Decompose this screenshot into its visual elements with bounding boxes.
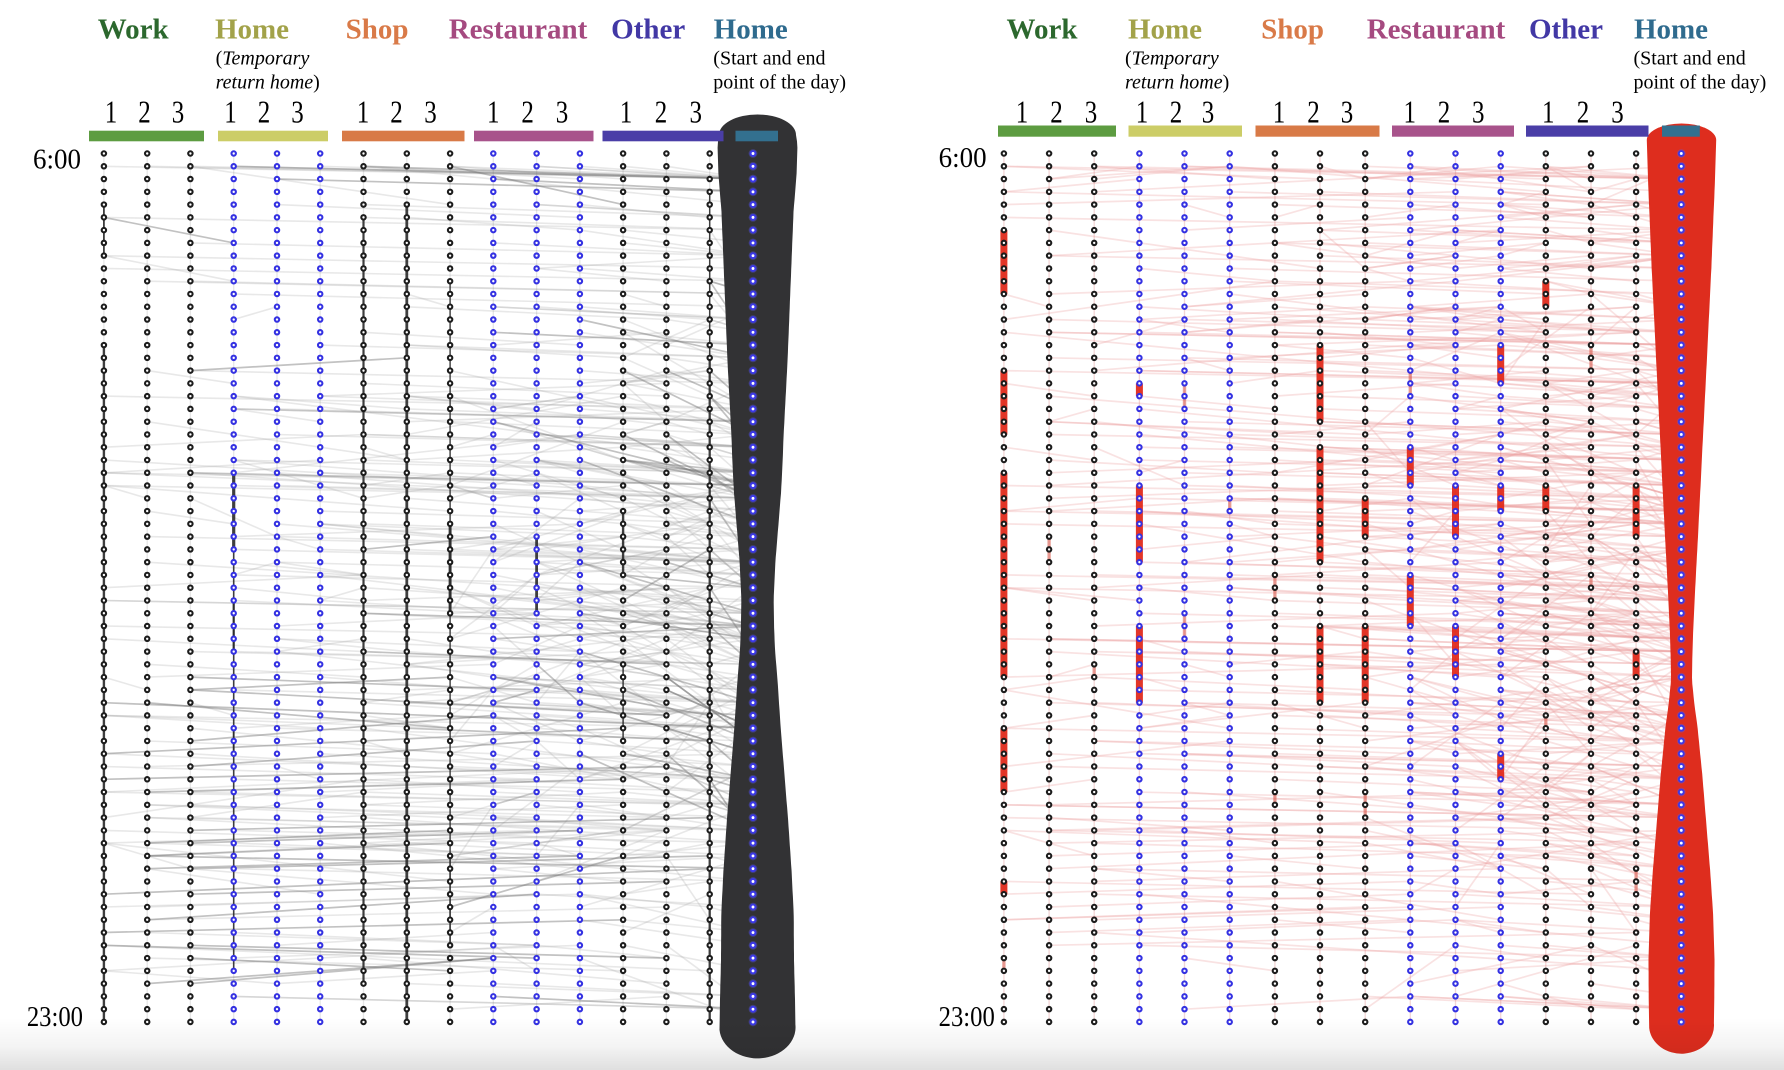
svg-text:3: 3 — [556, 95, 568, 131]
svg-text:2: 2 — [521, 95, 533, 131]
svg-text:return home): return home) — [1125, 72, 1229, 94]
svg-text:2: 2 — [258, 95, 270, 131]
svg-text:2: 2 — [1577, 95, 1589, 131]
svg-text:Work: Work — [1007, 14, 1079, 46]
svg-text:2: 2 — [655, 95, 667, 131]
svg-text:3: 3 — [1202, 95, 1214, 131]
svg-text:2: 2 — [138, 95, 150, 131]
svg-text:1: 1 — [105, 95, 117, 131]
svg-text:3: 3 — [689, 95, 701, 131]
svg-text:Home: Home — [1634, 14, 1708, 46]
svg-text:3: 3 — [1341, 95, 1353, 131]
svg-text:1: 1 — [620, 95, 632, 131]
svg-text:2: 2 — [1170, 95, 1182, 131]
svg-text:Other: Other — [611, 14, 685, 46]
svg-text:Shop: Shop — [346, 14, 409, 46]
svg-text:1: 1 — [1136, 95, 1148, 131]
svg-text:Home: Home — [1128, 14, 1202, 46]
svg-text:3: 3 — [1085, 95, 1097, 131]
svg-text:3: 3 — [1611, 95, 1623, 131]
svg-text:Shop: Shop — [1261, 14, 1324, 46]
svg-text:1: 1 — [487, 95, 499, 131]
svg-text:Home: Home — [215, 14, 289, 46]
svg-text:1: 1 — [1542, 95, 1554, 131]
svg-text:2: 2 — [1438, 95, 1450, 131]
svg-text:3: 3 — [424, 95, 436, 131]
svg-text:2: 2 — [390, 95, 402, 131]
svg-text:Restaurant: Restaurant — [1367, 14, 1506, 46]
svg-text:(Start and end: (Start and end — [713, 48, 825, 70]
svg-text:1: 1 — [1403, 95, 1415, 131]
svg-text:(Temporary: (Temporary — [1125, 48, 1219, 70]
svg-text:1: 1 — [224, 95, 236, 131]
svg-text:return home): return home) — [216, 72, 320, 94]
svg-text:6:00: 6:00 — [939, 142, 987, 174]
svg-text:(Temporary: (Temporary — [216, 48, 310, 70]
svg-text:Restaurant: Restaurant — [449, 14, 588, 46]
svg-text:point of the day): point of the day) — [1634, 72, 1767, 94]
svg-text:3: 3 — [291, 95, 303, 131]
svg-text:point of the day): point of the day) — [713, 72, 846, 94]
svg-text:3: 3 — [1472, 95, 1484, 131]
svg-text:6:00: 6:00 — [33, 144, 81, 176]
svg-text:Other: Other — [1529, 14, 1603, 46]
svg-text:1: 1 — [357, 95, 369, 131]
svg-text:Home: Home — [714, 14, 788, 46]
svg-text:2: 2 — [1050, 95, 1062, 131]
svg-text:(Start and end: (Start and end — [1634, 48, 1746, 70]
svg-text:1: 1 — [1016, 95, 1028, 131]
svg-text:3: 3 — [172, 95, 184, 131]
svg-text:1: 1 — [1273, 95, 1285, 131]
svg-text:Work: Work — [98, 14, 170, 46]
svg-text:2: 2 — [1307, 95, 1319, 131]
